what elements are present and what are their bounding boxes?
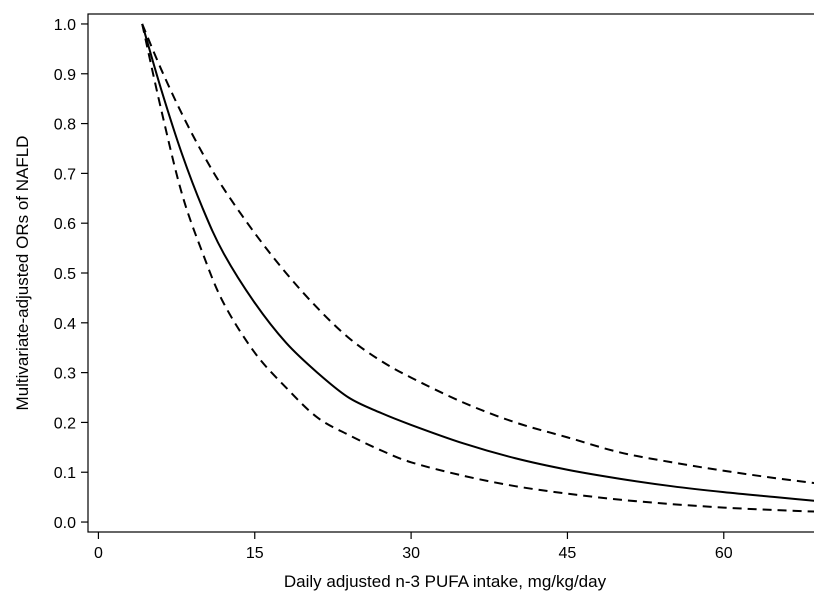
or-estimate-line — [141, 23, 814, 502]
series-layer — [141, 23, 814, 513]
y-tick-label: 0.6 — [54, 216, 76, 233]
y-tick-label: 0.5 — [54, 266, 76, 283]
y-tick-label: 0.0 — [54, 515, 76, 532]
x-tick-label: 30 — [402, 545, 420, 562]
lower-ci-line — [141, 23, 814, 513]
x-tick-label: 15 — [246, 545, 264, 562]
y-tick-label: 0.4 — [54, 316, 76, 333]
upper-ci-line — [141, 23, 814, 484]
x-axis: 0 15 30 45 60 — [94, 532, 733, 562]
y-axis-title: Multivariate-adjusted ORs of NAFLD — [13, 136, 32, 411]
y-tick-label: 0.3 — [54, 366, 76, 383]
x-axis-title: Daily adjusted n-3 PUFA intake, mg/kg/da… — [284, 572, 607, 591]
y-tick-label: 0.9 — [54, 67, 76, 84]
x-tick-label: 0 — [94, 545, 103, 562]
x-tick-label: 60 — [715, 545, 733, 562]
y-tick-label: 1.0 — [54, 17, 76, 34]
y-tick-label: 0.7 — [54, 166, 76, 183]
y-axis: 0.0 0.1 0.2 0.3 0.4 0.5 0.6 0.7 0.8 0.9 1.0 — [54, 17, 88, 532]
plot-frame — [87, 13, 814, 533]
x-tick-label: 45 — [559, 545, 577, 562]
y-tick-label: 0.1 — [54, 465, 76, 482]
y-tick-label: 0.8 — [54, 117, 76, 134]
y-tick-label: 0.2 — [54, 415, 76, 432]
